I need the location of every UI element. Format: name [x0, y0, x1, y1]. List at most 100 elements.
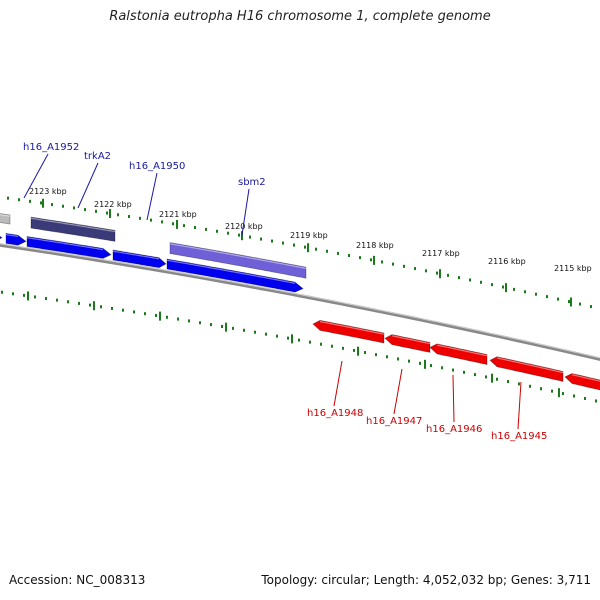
minor-tick-reverse [463, 370, 465, 374]
gene-arrow-reverse[interactable] [384, 334, 431, 353]
minor-tick-forward [29, 199, 31, 203]
gene-arrow-forward[interactable] [0, 232, 3, 241]
gene-label-forward[interactable]: trkA2 [84, 151, 111, 162]
minor-tick-forward [491, 283, 493, 287]
label-leader-line [77, 162, 99, 209]
minor-tick-forward [458, 276, 460, 280]
map-title: Ralstonia eutropha H16 chromosome 1, com… [109, 9, 491, 24]
gene-arrow-forward[interactable] [5, 232, 27, 246]
minor-tick-reverse [474, 373, 476, 377]
genome-summary: Topology: circular; Length: 4,052,032 bp… [261, 573, 591, 587]
accession-text: Accession: NC_008313 [9, 573, 146, 587]
backbone-arc [0, 243, 600, 361]
minor-tick-forward [249, 235, 251, 239]
minor-tick-forward [18, 198, 20, 202]
feature-band-dark[interactable] [30, 216, 116, 242]
minor-tick-reverse [111, 306, 113, 310]
minor-tick-reverse [56, 298, 58, 302]
minor-tick-forward [414, 267, 416, 271]
gene-label-reverse[interactable]: h16_A1946 [426, 424, 482, 435]
tick-label: 2123 kbp [29, 187, 67, 196]
label-leader-line [23, 153, 49, 199]
label-leader-line [452, 374, 455, 423]
minor-tick-reverse [232, 326, 234, 330]
minor-tick-reverse [430, 364, 432, 368]
feature-band-grey[interactable] [0, 212, 11, 225]
minor-tick-forward [337, 251, 339, 255]
gene-label-forward[interactable]: h16_A1950 [129, 161, 185, 172]
minor-tick-forward [73, 206, 75, 210]
minor-tick-reverse [342, 346, 344, 350]
gene-arrow-reverse[interactable] [489, 356, 564, 383]
minor-tick-reverse [584, 396, 586, 400]
minor-tick-reverse [485, 375, 487, 379]
minor-tick-reverse [562, 392, 564, 396]
minor-tick-forward [51, 203, 53, 207]
tick-label: 2121 kbp [159, 210, 197, 219]
minor-tick-reverse [89, 303, 91, 307]
tick-label: 2119 kbp [290, 231, 328, 240]
gene-arrow-forward[interactable] [112, 249, 167, 269]
minor-tick-forward [579, 302, 581, 306]
minor-tick-reverse [287, 336, 289, 340]
minor-tick-reverse [243, 328, 245, 332]
minor-tick-reverse [67, 300, 69, 304]
gene-label-reverse[interactable]: h16_A1947 [366, 416, 422, 427]
minor-tick-forward [425, 269, 427, 273]
minor-tick-forward [95, 209, 97, 213]
minor-tick-forward [194, 225, 196, 229]
minor-tick-forward [513, 287, 515, 291]
minor-tick-reverse [23, 293, 25, 297]
gene-arrow-forward[interactable] [166, 258, 304, 293]
minor-tick-reverse [529, 384, 531, 388]
gene-arrow-reverse[interactable] [564, 373, 600, 393]
minor-tick-forward [403, 264, 405, 268]
minor-tick-reverse [166, 315, 168, 319]
minor-tick-forward [205, 227, 207, 231]
minor-tick-forward [590, 305, 592, 309]
tick-label: 2116 kbp [488, 257, 526, 266]
minor-tick-reverse [397, 357, 399, 361]
gene-arrow-forward[interactable] [26, 236, 112, 259]
gene-label-reverse[interactable]: h16_A1945 [491, 431, 547, 442]
minor-tick-reverse [419, 361, 421, 365]
minor-tick-forward [128, 215, 130, 219]
minor-tick-reverse [199, 321, 201, 325]
minor-tick-forward [282, 241, 284, 245]
minor-tick-reverse [386, 355, 388, 359]
minor-tick-reverse [265, 332, 267, 336]
minor-tick-forward [381, 260, 383, 264]
gene-label-forward[interactable]: sbm2 [238, 177, 266, 188]
minor-tick-reverse [100, 305, 102, 309]
minor-tick-forward [238, 233, 240, 237]
minor-tick-forward [304, 245, 306, 249]
minor-tick-forward [348, 253, 350, 257]
gene-label-reverse[interactable]: h16_A1948 [307, 408, 363, 419]
minor-tick-forward [436, 271, 438, 275]
minor-tick-forward [480, 280, 482, 284]
minor-tick-forward [62, 204, 64, 208]
gene-arrow-reverse[interactable] [429, 343, 488, 366]
gene-label-forward[interactable]: h16_A1952 [23, 142, 79, 153]
gene-arrow-reverse[interactable] [312, 319, 385, 344]
minor-tick-reverse [177, 317, 179, 321]
minor-tick-reverse [78, 301, 80, 305]
minor-tick-reverse [276, 334, 278, 338]
label-leader-line [517, 381, 522, 430]
feature-band-light[interactable] [169, 242, 307, 279]
minor-tick-reverse [408, 359, 410, 363]
minor-tick-forward [84, 208, 86, 212]
tick-label: 2115 kbp [554, 264, 592, 273]
minor-tick-reverse [210, 323, 212, 327]
minor-tick-reverse [375, 353, 377, 357]
minor-tick-forward [392, 262, 394, 266]
minor-tick-forward [293, 243, 295, 247]
minor-tick-forward [7, 196, 9, 200]
minor-tick-forward [568, 300, 570, 304]
minor-tick-forward [260, 237, 262, 241]
minor-tick-reverse [254, 330, 256, 334]
minor-tick-forward [106, 211, 108, 215]
minor-tick-forward [546, 295, 548, 299]
minor-tick-forward [370, 258, 372, 262]
minor-tick-reverse [144, 312, 146, 316]
